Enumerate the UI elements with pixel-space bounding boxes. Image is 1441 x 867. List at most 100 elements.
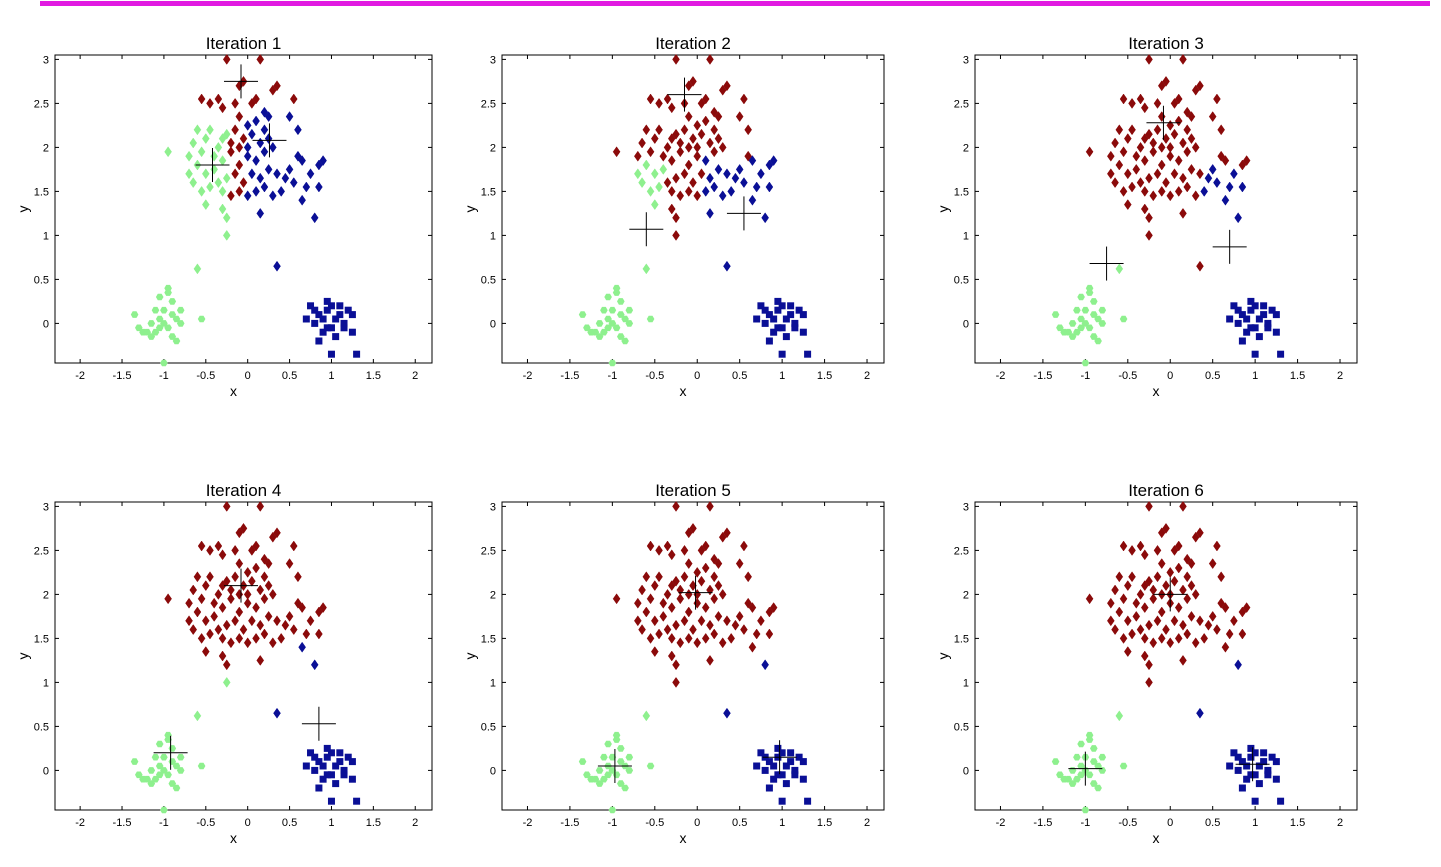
data-point-square [336, 749, 344, 757]
data-point-diamond [239, 177, 248, 189]
data-point-diamond [277, 185, 286, 197]
data-point-diamond [710, 553, 719, 565]
data-point-diamond [676, 637, 685, 649]
data-point-diamond [1230, 615, 1238, 627]
data-point-hexagon [1077, 771, 1085, 779]
data-point-diamond [298, 155, 306, 167]
x-tick-label: 1 [1252, 817, 1258, 829]
x-tick-label: 1 [328, 817, 334, 829]
data-point-hexagon [587, 328, 595, 336]
data-point-square [315, 784, 323, 792]
data-point-diamond [1119, 93, 1128, 105]
y-tick-label: 0 [43, 318, 49, 330]
data-point-diamond [1128, 97, 1136, 109]
data-point-diamond [1238, 628, 1247, 640]
y-tick-label: 0.5 [481, 274, 496, 286]
data-point-hexagon [168, 333, 177, 340]
data-point-diamond [164, 146, 172, 158]
data-point-hexagon [1085, 731, 1094, 739]
data-point-diamond [1140, 102, 1149, 114]
data-point-diamond [289, 177, 298, 189]
data-point-diamond [693, 190, 702, 202]
data-point-square [319, 762, 327, 770]
data-point-diamond [1221, 155, 1230, 167]
data-point-diamond [1157, 141, 1166, 153]
data-point-hexagon [1077, 293, 1085, 301]
y-tick-label: 1 [490, 677, 496, 689]
data-point-diamond [260, 146, 269, 158]
data-point-diamond [723, 260, 731, 272]
data-point-diamond [650, 199, 659, 211]
y-axis-label: y [15, 653, 31, 660]
x-tick-label: 1 [1252, 370, 1258, 382]
data-point-hexagon [1068, 780, 1077, 787]
data-point-square [344, 753, 352, 761]
data-point-diamond [1170, 544, 1179, 556]
data-point-diamond [701, 602, 710, 614]
data-point-diamond [264, 558, 273, 570]
data-point-diamond [680, 571, 689, 583]
data-point-square [757, 302, 765, 310]
data-point-square [1234, 319, 1242, 327]
data-point-diamond [1174, 562, 1183, 574]
data-point-square [1247, 771, 1255, 779]
data-point-diamond [1179, 53, 1187, 65]
data-point-diamond [1145, 212, 1153, 224]
data-point-diamond [1225, 181, 1234, 193]
data-point-hexagon [164, 324, 172, 332]
data-point-square [1264, 771, 1272, 779]
data-point-hexagon [1060, 775, 1068, 783]
y-tick-label: 2 [963, 589, 969, 601]
data-point-diamond [1179, 207, 1187, 219]
data-point-hexagon [621, 337, 629, 345]
axes-box [54, 501, 433, 811]
y-tick-label: 2.5 [954, 545, 969, 557]
axes-box [501, 54, 885, 364]
y-tick-label: 0 [490, 765, 496, 777]
data-point-square [753, 762, 761, 770]
data-point-diamond [761, 212, 769, 224]
y-tick-label: 2.5 [34, 98, 49, 110]
data-point-diamond [185, 615, 193, 627]
data-point-square [315, 758, 323, 766]
data-point-diamond [319, 155, 327, 167]
data-point-hexagon [1068, 333, 1077, 340]
data-point-diamond [1162, 522, 1170, 534]
data-point-diamond [748, 155, 757, 167]
data-point-diamond [689, 624, 697, 636]
data-point-hexagon [1090, 745, 1098, 752]
data-point-hexagon [160, 806, 168, 814]
data-point-square [1243, 762, 1251, 770]
data-point-diamond [650, 168, 659, 180]
data-point-diamond [693, 588, 702, 600]
data-point-hexagon [1094, 784, 1102, 792]
data-point-diamond [1221, 602, 1230, 614]
data-point-square [799, 311, 807, 319]
data-point-hexagon [1077, 324, 1085, 332]
data-point-hexagon [1068, 320, 1077, 327]
data-point-diamond [1128, 181, 1136, 193]
data-point-diamond [252, 540, 260, 552]
data-point-diamond [248, 168, 256, 180]
x-tick-label: -2 [523, 817, 533, 829]
x-tick-label: 2 [412, 370, 418, 382]
data-point-diamond [285, 111, 294, 123]
data-point-square [1243, 328, 1251, 336]
data-point-hexagon [625, 306, 634, 314]
data-point-diamond [248, 128, 256, 140]
data-point-square [1255, 315, 1263, 323]
data-point-diamond [667, 155, 676, 167]
data-point-hexagon [612, 284, 621, 292]
data-point-diamond [659, 163, 668, 175]
data-point-square [323, 324, 331, 332]
data-point-diamond [701, 185, 710, 197]
data-point-diamond [269, 637, 277, 649]
data-point-diamond [1217, 124, 1225, 136]
x-tick-label: 2 [412, 817, 418, 829]
data-point-diamond [243, 150, 252, 162]
data-point-square [336, 311, 344, 319]
data-point-square [311, 306, 319, 314]
data-point-diamond [1136, 93, 1145, 105]
data-point-square [315, 311, 323, 319]
data-point-hexagon [1085, 324, 1094, 332]
